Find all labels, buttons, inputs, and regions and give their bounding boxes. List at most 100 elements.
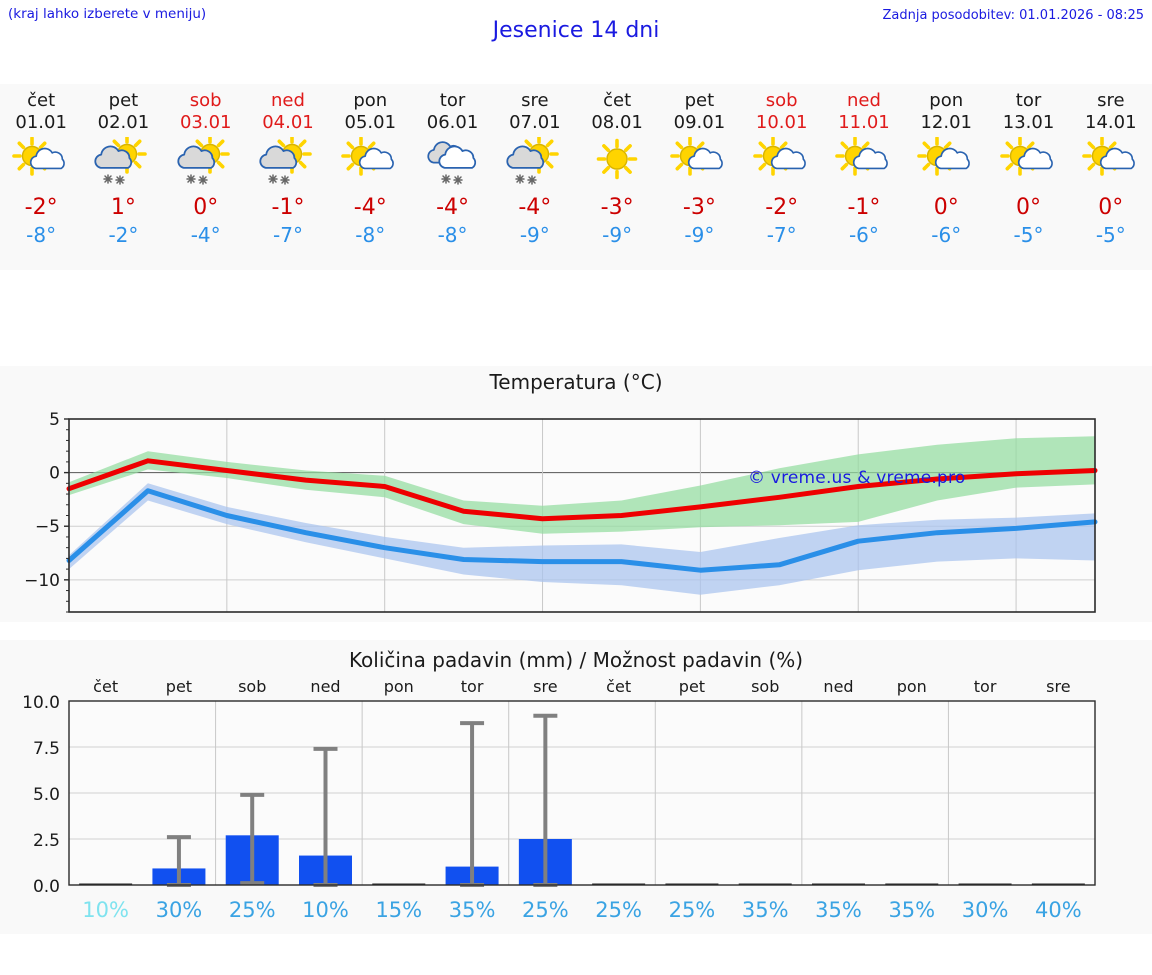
day-column[interactable]: ned 11.01 -1° -6° <box>823 84 905 270</box>
sun-cloud-icon <box>663 137 735 185</box>
temperature-chart-panel: Temperatura (°C) 5 0 −5 −10 <box>0 366 1152 622</box>
sun-cloud-icon <box>5 137 77 185</box>
day-column[interactable]: čet 01.01 -2° -8° <box>0 84 82 270</box>
day-min-temperature: -6° <box>848 223 879 247</box>
svg-text:5.0: 5.0 <box>33 785 60 805</box>
svg-text:0: 0 <box>49 464 60 484</box>
svg-text:sre: sre <box>1046 677 1070 696</box>
day-of-week-label: sre <box>521 90 549 111</box>
day-date-label: 14.01 <box>1085 112 1137 133</box>
menu-hint: (kraj lahko izberete v meniju) <box>8 6 207 22</box>
day-min-temperature: -9° <box>684 223 715 247</box>
day-column[interactable]: pet 02.01 1° -2° <box>82 84 164 270</box>
day-max-temperature: -4° <box>436 195 470 220</box>
svg-text:25%: 25% <box>669 898 716 922</box>
day-date-label: 08.01 <box>591 112 643 133</box>
day-of-week-label: tor <box>439 90 466 111</box>
day-column[interactable]: sob 03.01 0° -4° <box>165 84 247 270</box>
day-column[interactable]: pon 05.01 -4° -8° <box>329 84 411 270</box>
sun-cloud-icon <box>334 137 406 185</box>
precipitation-chart-panel: Količina padavin (mm) / Možnost padavin … <box>0 640 1152 934</box>
day-max-temperature: -3° <box>682 195 716 220</box>
day-date-label: 13.01 <box>1002 112 1055 133</box>
svg-text:30%: 30% <box>962 898 1009 922</box>
sun-cloud-icon <box>910 137 982 185</box>
svg-text:pet: pet <box>166 677 192 696</box>
daily-forecast-strip: čet 01.01 -2° -8° pet 02.01 1° -2° sob 03.01 <box>0 84 1152 270</box>
sun-cloud-snow-icon <box>87 137 159 185</box>
svg-text:sre: sre <box>533 677 557 696</box>
day-column[interactable]: pon 12.01 0° -6° <box>905 84 987 270</box>
precipitation-chart-title: Količina padavin (mm) / Možnost padavin … <box>348 648 804 672</box>
svg-text:25%: 25% <box>229 898 276 922</box>
sun-icon <box>581 137 653 185</box>
day-date-label: 04.01 <box>262 112 314 133</box>
svg-text:pon: pon <box>897 677 927 696</box>
day-max-temperature: -3° <box>600 195 634 220</box>
sun-cloud-icon <box>746 137 818 185</box>
svg-text:−10: −10 <box>24 571 60 591</box>
day-max-temperature: 0° <box>933 195 959 220</box>
watermark-text: © vreme.us & vreme.pro <box>748 468 966 488</box>
svg-text:30%: 30% <box>156 898 203 922</box>
day-max-temperature: -4° <box>353 195 387 220</box>
day-column[interactable]: čet 08.01 -3° -9° <box>576 84 658 270</box>
svg-text:35%: 35% <box>888 898 935 922</box>
svg-text:sob: sob <box>238 677 266 696</box>
day-min-temperature: -8° <box>26 223 57 247</box>
svg-text:35%: 35% <box>449 898 496 922</box>
svg-text:15%: 15% <box>375 898 422 922</box>
day-date-label: 09.01 <box>673 112 726 133</box>
day-date-label: 10.01 <box>755 112 808 133</box>
sun-cloud-snow-icon <box>499 137 571 185</box>
day-column[interactable]: tor 13.01 0° -5° <box>987 84 1069 270</box>
page-title: Jesenice 14 dni <box>492 18 660 43</box>
sun-cloud-icon <box>828 137 900 185</box>
svg-text:čet: čet <box>606 677 631 696</box>
svg-text:tor: tor <box>461 677 484 696</box>
day-min-temperature: -2° <box>108 223 139 247</box>
day-date-label: 06.01 <box>426 112 479 133</box>
day-of-week-label: čet <box>27 90 56 111</box>
svg-text:pon: pon <box>384 677 414 696</box>
day-max-temperature: -1° <box>847 195 881 220</box>
day-column[interactable]: pet 09.01 -3° -9° <box>658 84 740 270</box>
day-column[interactable]: sre 07.01 -4° -9° <box>494 84 576 270</box>
day-column[interactable]: ned 04.01 -1° -7° <box>247 84 329 270</box>
day-of-week-label: pon <box>353 90 388 111</box>
svg-text:pet: pet <box>679 677 705 696</box>
day-column[interactable]: tor 06.01 -4° -8° <box>411 84 493 270</box>
day-min-temperature: -6° <box>931 223 962 247</box>
day-max-temperature: -2° <box>765 195 799 220</box>
svg-text:ned: ned <box>823 677 853 696</box>
svg-text:sob: sob <box>751 677 779 696</box>
svg-text:35%: 35% <box>815 898 862 922</box>
day-date-label: 03.01 <box>179 112 232 133</box>
day-date-label: 05.01 <box>344 112 397 133</box>
sun-cloud-snow-icon <box>252 137 324 185</box>
day-of-week-label: pon <box>929 90 964 111</box>
day-min-temperature: -9° <box>519 223 550 247</box>
svg-text:2.5: 2.5 <box>33 831 60 851</box>
sun-cloud-snow-icon <box>170 137 242 185</box>
day-of-week-label: sre <box>1097 90 1125 111</box>
day-of-week-label: sob <box>189 90 222 111</box>
temperature-chart-svg: 5 0 −5 −10 <box>24 410 1098 613</box>
day-of-week-label: sob <box>765 90 798 111</box>
sun-cloud-icon <box>1075 137 1147 185</box>
svg-text:10%: 10% <box>82 898 129 922</box>
day-min-temperature: -8° <box>355 223 386 247</box>
cloud-snow-icon <box>417 137 489 185</box>
day-of-week-label: pet <box>108 90 139 111</box>
day-max-temperature: -4° <box>518 195 552 220</box>
day-of-week-label: ned <box>271 90 305 111</box>
day-column[interactable]: sob 10.01 -2° -7° <box>741 84 823 270</box>
page-header: (kraj lahko izberete v meniju) Jesenice … <box>0 0 1152 62</box>
precipitation-chart-svg: čet pet sob ned pon tor sre čet pet sob ned pon tor s… <box>22 677 1096 922</box>
day-date-label: 07.01 <box>509 112 561 133</box>
svg-text:10.0: 10.0 <box>22 693 60 713</box>
svg-text:40%: 40% <box>1035 898 1082 922</box>
svg-text:25%: 25% <box>522 898 569 922</box>
day-column[interactable]: sre 14.01 0° -5° <box>1070 84 1152 270</box>
sun-cloud-icon <box>993 137 1065 185</box>
